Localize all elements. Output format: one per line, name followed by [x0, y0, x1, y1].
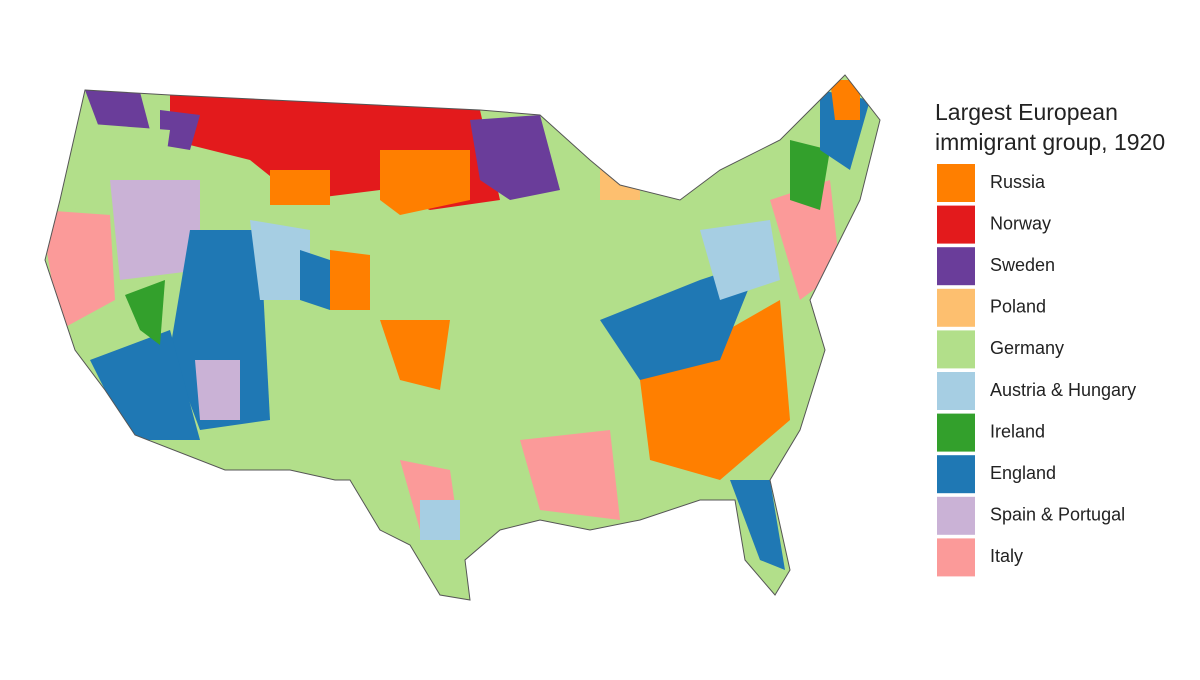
legend-label: Poland — [990, 297, 1046, 317]
legend-swatch — [937, 496, 975, 535]
map-region — [470, 115, 560, 200]
map-region — [790, 140, 830, 210]
legend-label: Russia — [990, 172, 1046, 192]
legend-label: Ireland — [990, 421, 1045, 441]
legend-label: Sweden — [990, 255, 1055, 275]
map-region — [380, 150, 470, 215]
legend-swatch — [937, 330, 975, 369]
map-region — [195, 360, 240, 420]
map-region — [170, 230, 270, 430]
map-region — [110, 180, 200, 280]
map-region — [125, 280, 165, 345]
legend-title: Largest European — [935, 99, 1118, 125]
legend-swatch — [937, 288, 975, 327]
legend-swatch — [937, 413, 975, 452]
legend-label: Austria & Hungary — [990, 380, 1136, 400]
map-region — [85, 90, 150, 130]
map-region — [420, 500, 460, 540]
map-region — [520, 430, 620, 520]
map-region — [640, 300, 790, 480]
legend-swatch — [937, 372, 975, 410]
map-region — [270, 170, 330, 205]
legend-label: Norway — [990, 213, 1051, 233]
legend-swatch — [937, 205, 975, 244]
map-region — [380, 320, 450, 390]
legend-title: immigrant group, 1920 — [935, 129, 1165, 155]
legend-swatch — [937, 247, 975, 286]
map-region — [770, 180, 840, 300]
map-region — [300, 250, 330, 310]
map-region — [700, 220, 780, 300]
legend-label: England — [990, 463, 1056, 483]
legend-swatch — [937, 455, 975, 494]
legend-swatch — [937, 538, 975, 577]
map-region — [730, 480, 785, 570]
legend-swatch — [937, 164, 975, 202]
map-region — [830, 80, 860, 120]
legend-label: Spain & Portugal — [990, 505, 1125, 525]
map-region — [160, 110, 200, 150]
map-outline — [44, 74, 881, 601]
legend-label: Italy — [990, 546, 1023, 566]
map-region — [330, 250, 370, 310]
legend-label: Germany — [990, 338, 1064, 358]
legend: Largest European immigrant group, 1920 R… — [935, 99, 1165, 577]
map-region — [250, 220, 310, 300]
map-region — [600, 160, 640, 200]
map — [45, 75, 880, 600]
